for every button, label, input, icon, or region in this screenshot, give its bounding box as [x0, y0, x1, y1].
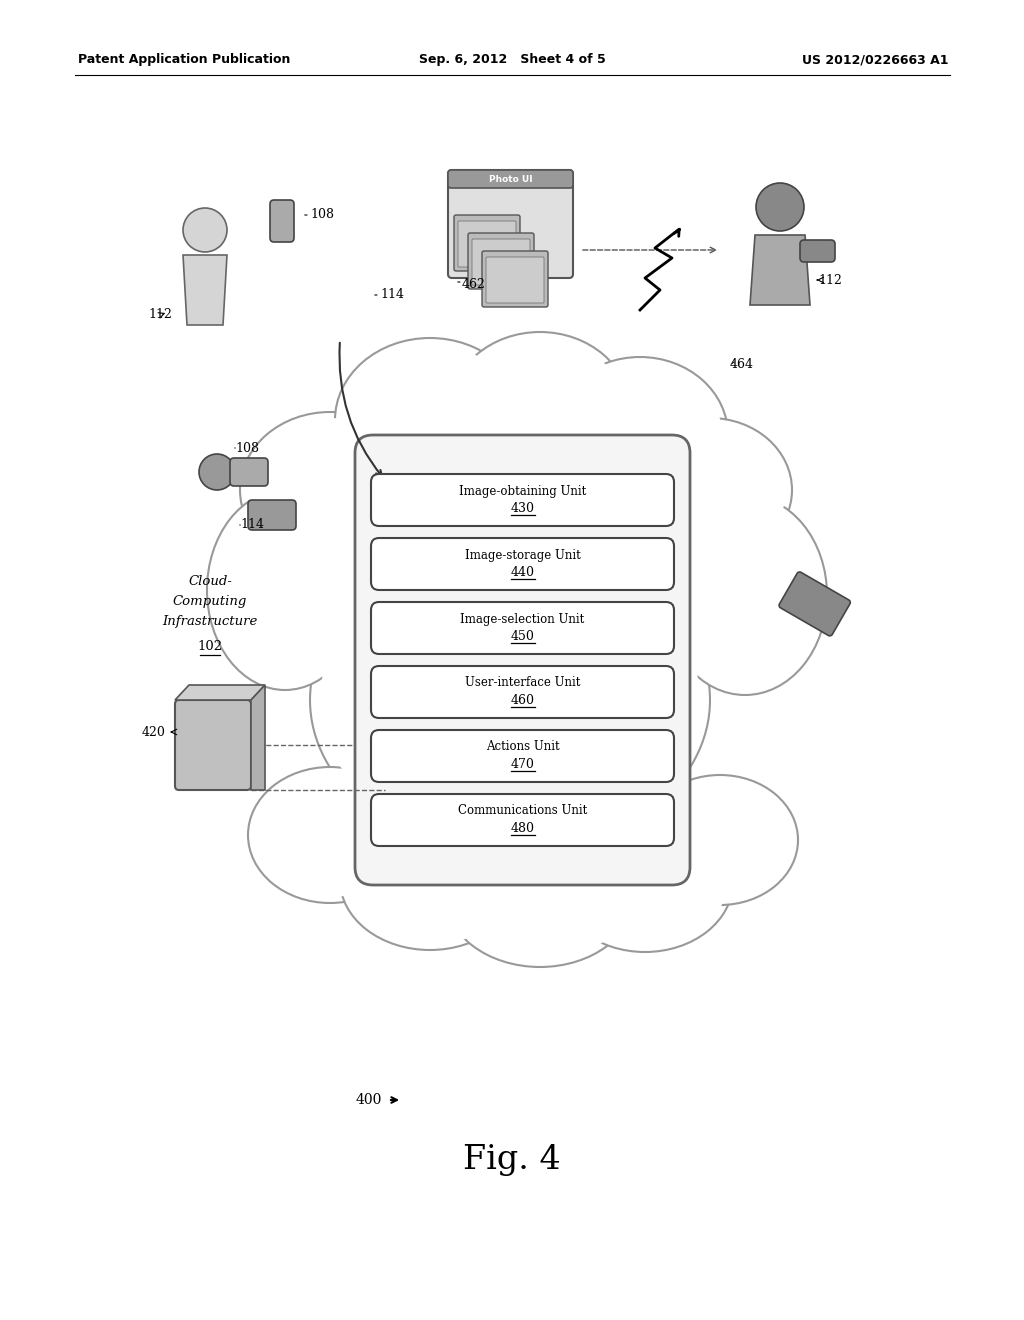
Text: Computing: Computing: [173, 595, 247, 609]
FancyBboxPatch shape: [270, 201, 294, 242]
FancyBboxPatch shape: [486, 257, 544, 304]
Circle shape: [183, 209, 227, 252]
Ellipse shape: [563, 817, 727, 946]
Text: US 2012/0226663 A1: US 2012/0226663 A1: [802, 54, 948, 66]
FancyBboxPatch shape: [482, 251, 548, 308]
Ellipse shape: [346, 814, 514, 945]
Text: 470: 470: [511, 759, 535, 771]
Polygon shape: [183, 255, 227, 325]
Text: 108: 108: [234, 441, 259, 454]
Text: 420: 420: [142, 726, 166, 738]
Text: 114: 114: [240, 519, 264, 532]
FancyBboxPatch shape: [454, 215, 520, 271]
Text: 114: 114: [380, 289, 404, 301]
Ellipse shape: [248, 767, 412, 903]
Text: 450: 450: [511, 631, 535, 644]
Ellipse shape: [213, 496, 357, 684]
Text: Patent Application Publication: Patent Application Publication: [78, 54, 291, 66]
Ellipse shape: [342, 345, 518, 496]
Ellipse shape: [634, 422, 786, 557]
Ellipse shape: [240, 412, 420, 568]
Text: 108: 108: [310, 209, 334, 222]
Text: 430: 430: [511, 503, 535, 516]
Circle shape: [199, 454, 234, 490]
Ellipse shape: [669, 502, 821, 689]
Text: Image-selection Unit: Image-selection Unit: [461, 612, 585, 626]
Polygon shape: [750, 235, 810, 305]
Text: 462: 462: [462, 279, 485, 292]
Ellipse shape: [558, 362, 722, 508]
Text: Image-storage Unit: Image-storage Unit: [465, 549, 581, 561]
FancyBboxPatch shape: [800, 240, 835, 261]
Ellipse shape: [663, 495, 827, 696]
Text: Image-obtaining Unit: Image-obtaining Unit: [459, 484, 586, 498]
FancyBboxPatch shape: [449, 170, 573, 279]
FancyBboxPatch shape: [355, 436, 690, 884]
Text: Communications Unit: Communications Unit: [458, 804, 587, 817]
Polygon shape: [175, 685, 265, 700]
FancyBboxPatch shape: [230, 458, 268, 486]
FancyBboxPatch shape: [371, 539, 674, 590]
Ellipse shape: [319, 552, 700, 847]
Ellipse shape: [340, 810, 520, 950]
FancyBboxPatch shape: [371, 602, 674, 653]
Text: 460: 460: [511, 694, 535, 708]
Ellipse shape: [248, 418, 412, 562]
Text: 480: 480: [511, 822, 535, 836]
Ellipse shape: [450, 829, 630, 961]
Text: Infrastructure: Infrastructure: [163, 615, 258, 628]
Ellipse shape: [456, 337, 624, 483]
Ellipse shape: [642, 775, 798, 906]
FancyBboxPatch shape: [371, 730, 674, 781]
Text: 440: 440: [511, 566, 535, 579]
Ellipse shape: [450, 333, 630, 488]
FancyBboxPatch shape: [248, 500, 296, 531]
FancyBboxPatch shape: [449, 170, 573, 187]
Ellipse shape: [552, 356, 728, 513]
FancyBboxPatch shape: [458, 220, 516, 267]
FancyBboxPatch shape: [175, 700, 251, 789]
Text: Sep. 6, 2012   Sheet 4 of 5: Sep. 6, 2012 Sheet 4 of 5: [419, 54, 605, 66]
FancyBboxPatch shape: [371, 795, 674, 846]
FancyBboxPatch shape: [468, 234, 534, 289]
FancyBboxPatch shape: [472, 239, 530, 285]
Circle shape: [756, 183, 804, 231]
Text: Fig. 4: Fig. 4: [463, 1144, 561, 1176]
Ellipse shape: [445, 822, 635, 968]
Text: 112: 112: [148, 309, 172, 322]
Ellipse shape: [310, 545, 710, 855]
Ellipse shape: [207, 490, 362, 690]
Ellipse shape: [335, 338, 525, 502]
Text: 112: 112: [818, 273, 842, 286]
Text: 464: 464: [730, 359, 754, 371]
FancyBboxPatch shape: [371, 474, 674, 525]
Polygon shape: [251, 685, 265, 789]
Ellipse shape: [557, 812, 733, 952]
Ellipse shape: [254, 774, 406, 898]
FancyBboxPatch shape: [779, 572, 850, 636]
Ellipse shape: [628, 418, 792, 562]
Text: Actions Unit: Actions Unit: [485, 741, 559, 754]
Text: User-interface Unit: User-interface Unit: [465, 676, 581, 689]
Text: Cloud-: Cloud-: [188, 576, 232, 587]
Text: Photo UI: Photo UI: [488, 174, 532, 183]
FancyBboxPatch shape: [371, 667, 674, 718]
Text: 102: 102: [198, 640, 222, 653]
Ellipse shape: [648, 780, 792, 900]
Text: 400: 400: [355, 1093, 382, 1107]
